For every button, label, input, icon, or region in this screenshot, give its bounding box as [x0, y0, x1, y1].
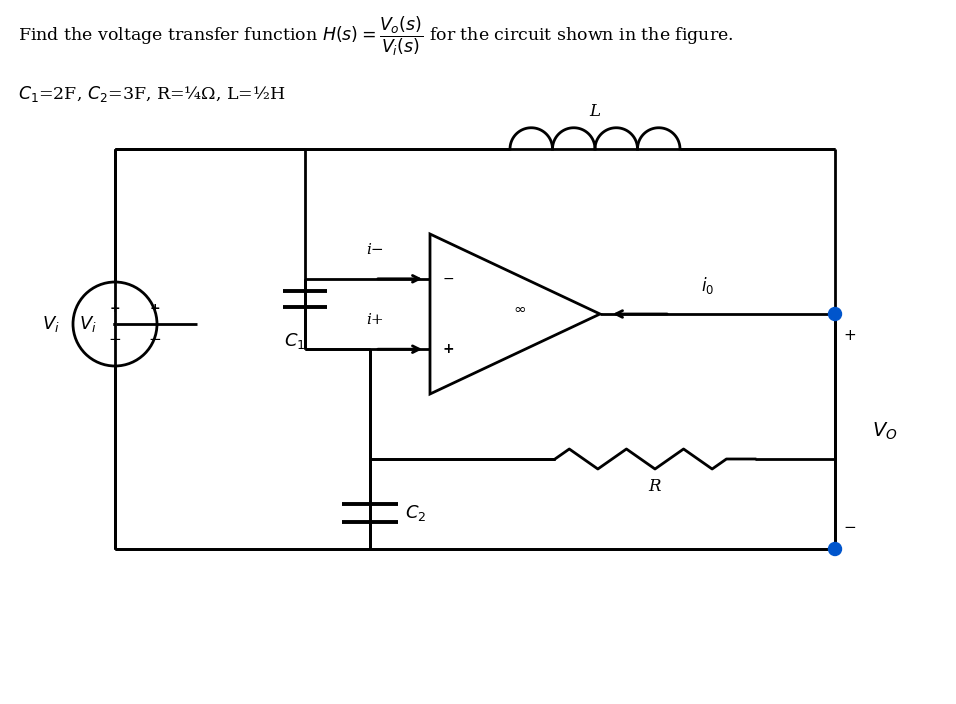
Text: $V_i$: $V_i$	[42, 314, 60, 334]
Text: $V_i$: $V_i$	[79, 314, 97, 334]
Text: +: +	[150, 303, 161, 315]
Text: −: −	[843, 520, 857, 534]
Text: ∞: ∞	[513, 301, 527, 317]
Text: −: −	[148, 332, 162, 348]
Text: $C_2$: $C_2$	[405, 503, 426, 523]
Text: i−: i−	[366, 243, 383, 257]
Text: +: +	[843, 329, 857, 344]
Text: $V_O$: $V_O$	[872, 421, 898, 442]
Text: L: L	[590, 103, 600, 120]
Text: i+: i+	[366, 313, 383, 327]
Text: Find the voltage transfer function $H(s) = \dfrac{V_o(s)}{V_i(s)}$ for the circu: Find the voltage transfer function $H(s)…	[18, 14, 733, 58]
Text: +: +	[443, 342, 454, 356]
Text: $C_1$: $C_1$	[284, 331, 306, 351]
Text: −: −	[109, 332, 121, 348]
Text: $i_0$: $i_0$	[701, 275, 714, 296]
Text: $C_1$=2F, $C_2$=3F, R=¼Ω, L=½H: $C_1$=2F, $C_2$=3F, R=¼Ω, L=½H	[18, 84, 285, 104]
Circle shape	[829, 308, 841, 320]
Text: −: −	[443, 272, 454, 286]
Circle shape	[829, 543, 841, 555]
Text: R: R	[649, 479, 662, 496]
Text: +: +	[110, 303, 120, 315]
